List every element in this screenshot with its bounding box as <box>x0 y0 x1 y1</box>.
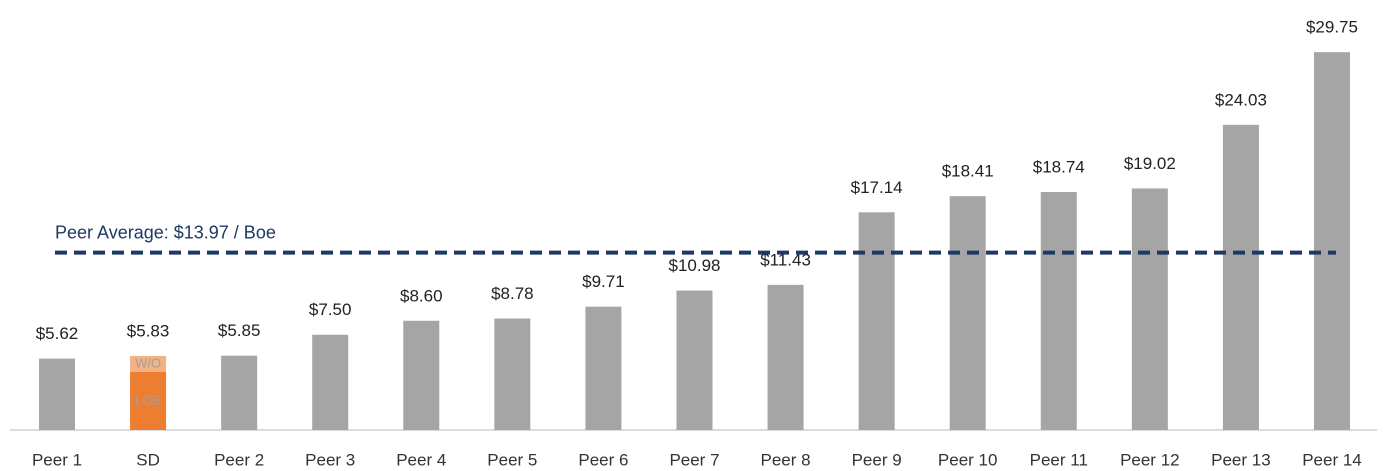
x-tick-label: Peer 5 <box>487 450 537 469</box>
data-label: $8.60 <box>400 286 443 305</box>
segment-label: LOE <box>135 392 161 407</box>
x-tick-label: Peer 9 <box>852 450 902 469</box>
x-tick-label: Peer 4 <box>396 450 446 469</box>
x-tick-label: Peer 10 <box>938 450 998 469</box>
bar <box>1131 188 1168 430</box>
bar <box>585 306 622 430</box>
data-label: $10.98 <box>668 256 720 275</box>
bar <box>858 212 895 430</box>
data-label: $9.71 <box>582 272 625 291</box>
data-label: $17.14 <box>851 178 903 197</box>
bar <box>130 355 167 372</box>
bar <box>494 318 531 430</box>
data-label: $18.41 <box>942 162 994 181</box>
x-tick-label: Peer 12 <box>1120 450 1180 469</box>
bar <box>676 290 713 430</box>
bar <box>39 358 75 430</box>
data-label: $7.50 <box>309 300 352 319</box>
x-tick-label: Peer 6 <box>578 450 628 469</box>
reference-label: Peer Average: $13.97 / Boe <box>55 222 276 242</box>
data-label: $8.78 <box>491 284 534 303</box>
bar <box>767 284 804 430</box>
data-label: $5.85 <box>218 321 261 340</box>
segment-label: W/O <box>135 355 161 370</box>
x-tick-label: Peer 1 <box>32 450 82 469</box>
bar <box>312 334 349 430</box>
bar <box>403 320 440 430</box>
bar <box>1222 124 1259 430</box>
data-label: $18.74 <box>1033 157 1085 176</box>
bar <box>130 371 167 430</box>
x-tick-label: Peer 8 <box>761 450 811 469</box>
data-label: $5.83 <box>127 321 170 340</box>
data-label: $24.03 <box>1215 90 1267 109</box>
x-tick-label: Peer 7 <box>669 450 719 469</box>
data-label: $29.75 <box>1306 18 1358 37</box>
data-label: $5.62 <box>36 324 79 343</box>
bar <box>1040 192 1077 430</box>
x-tick-label: Peer 14 <box>1302 450 1362 469</box>
x-tick-label: Peer 13 <box>1211 450 1271 469</box>
data-label: $19.02 <box>1124 154 1176 173</box>
bar <box>949 196 986 430</box>
x-tick-label: Peer 11 <box>1030 450 1088 469</box>
bar <box>1313 52 1350 431</box>
x-tick-label: Peer 3 <box>305 450 355 469</box>
bar <box>221 355 258 430</box>
data-label: $11.43 <box>760 250 811 269</box>
x-tick-label: Peer 2 <box>214 450 264 469</box>
x-tick-label: SD <box>136 450 160 469</box>
